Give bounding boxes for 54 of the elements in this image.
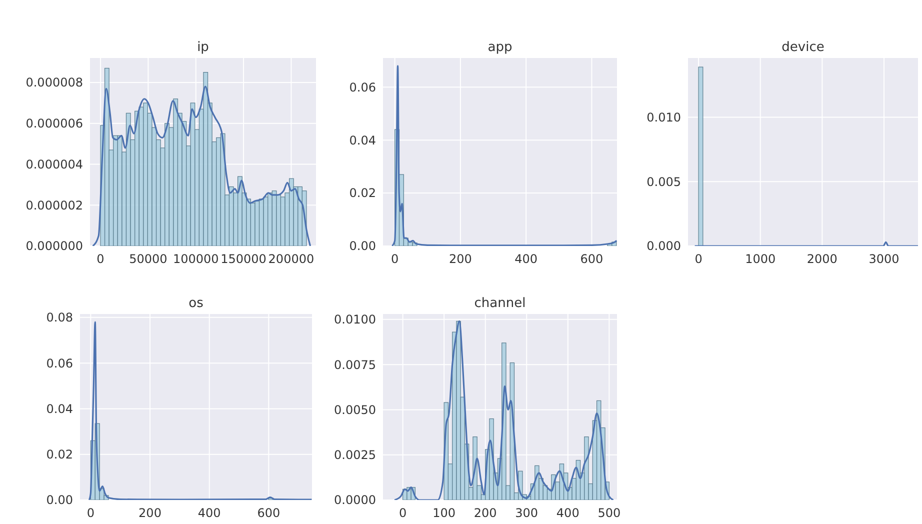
x-tick-label: 0 bbox=[390, 252, 399, 266]
x-tick-label: 200000 bbox=[268, 252, 314, 266]
y-tick-label: 0.04 bbox=[46, 402, 73, 416]
x-tick-label: 400 bbox=[198, 506, 221, 520]
x-tick-label: 2000 bbox=[806, 252, 838, 266]
y-tick-label: 0.000004 bbox=[26, 157, 83, 172]
y-tick-label: 0.000 bbox=[646, 239, 681, 254]
line-series bbox=[394, 320, 614, 500]
y-tick-label: 0.04 bbox=[349, 133, 376, 148]
x-tick-label: 400 bbox=[514, 252, 538, 266]
y-tick-label: 0.010 bbox=[646, 110, 681, 124]
y-tick-label: 0.0000 bbox=[334, 493, 376, 508]
y-tick-label: 0.0025 bbox=[334, 448, 376, 462]
x-tick-label: 200 bbox=[138, 506, 162, 520]
y-tick-label: 0.08 bbox=[46, 310, 73, 325]
x-tick-label: 0 bbox=[694, 252, 702, 266]
x-tick-label: 1000 bbox=[745, 252, 776, 266]
y-tick-label: 0.02 bbox=[46, 448, 73, 462]
x-tick-label: 0 bbox=[398, 506, 407, 520]
line-series bbox=[88, 321, 312, 500]
chart-title: device bbox=[782, 40, 824, 55]
x-tick-label: 600 bbox=[580, 252, 604, 266]
line-series bbox=[92, 86, 312, 246]
line-series bbox=[391, 65, 617, 246]
y-tick-label: 0.0050 bbox=[334, 402, 376, 417]
x-tick-label: 400 bbox=[556, 506, 580, 520]
x-tick-label: 150000 bbox=[220, 252, 266, 266]
x-tick-label: 500 bbox=[598, 506, 621, 520]
x-tick-label: 3000 bbox=[868, 252, 900, 266]
x-tick-label: 200 bbox=[474, 506, 497, 520]
y-tick-label: 0.00 bbox=[46, 493, 73, 508]
y-tick-label: 0.02 bbox=[349, 186, 376, 200]
x-tick-label: 0 bbox=[86, 506, 94, 520]
x-tick-label: 600 bbox=[257, 506, 280, 520]
y-tick-label: 0.000002 bbox=[26, 198, 83, 212]
chart-title: ip bbox=[197, 40, 209, 55]
y-tick-label: 0.000000 bbox=[26, 239, 83, 254]
chart-title: app bbox=[488, 40, 512, 55]
y-tick-label: 0.000008 bbox=[26, 76, 83, 90]
y-tick-label: 0.0100 bbox=[334, 312, 376, 327]
y-tick-label: 0.005 bbox=[646, 174, 681, 189]
x-tick-label: 100 bbox=[432, 506, 456, 520]
chart-title: os bbox=[188, 296, 204, 311]
y-tick-label: 0.06 bbox=[349, 80, 376, 94]
chart-title: channel bbox=[474, 296, 526, 311]
x-tick-label: 50000 bbox=[129, 252, 168, 266]
y-tick-label: 0.00 bbox=[349, 239, 376, 254]
x-tick-label: 0 bbox=[96, 252, 104, 266]
x-tick-label: 200 bbox=[449, 252, 472, 266]
y-tick-label: 0.06 bbox=[46, 356, 73, 370]
x-tick-label: 100000 bbox=[172, 252, 219, 266]
y-tick-label: 0.000006 bbox=[26, 116, 83, 131]
x-tick-label: 300 bbox=[515, 506, 538, 520]
y-tick-label: 0.0075 bbox=[334, 358, 376, 372]
